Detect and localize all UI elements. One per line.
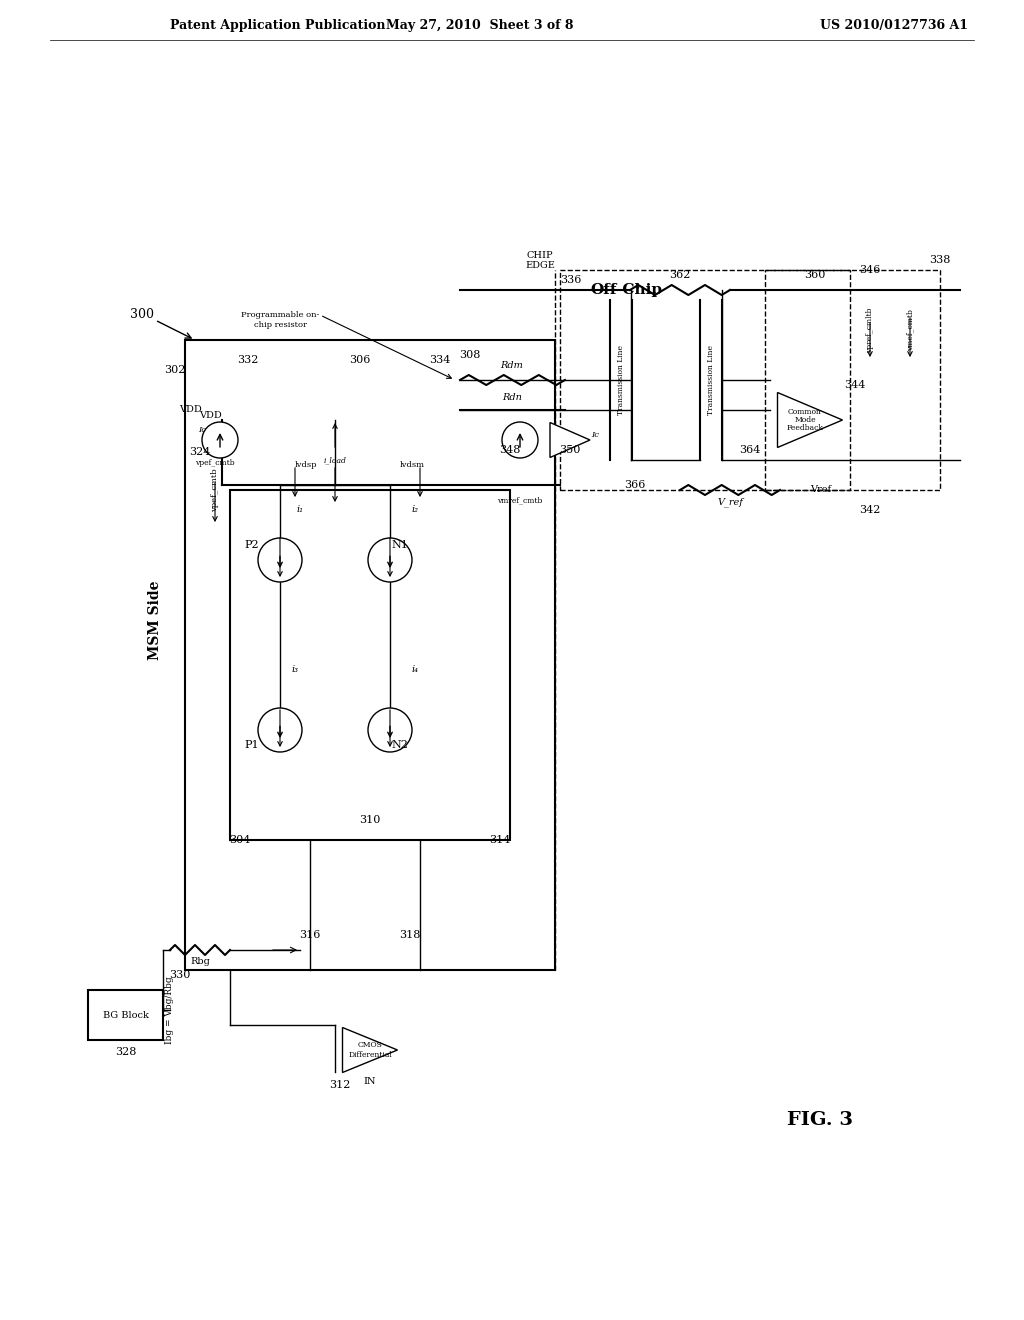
Text: lvdsp: lvdsp xyxy=(295,461,317,469)
Text: N2: N2 xyxy=(391,741,409,750)
Text: 302: 302 xyxy=(164,366,185,375)
Text: N1: N1 xyxy=(391,540,409,550)
Text: 316: 316 xyxy=(299,931,321,940)
Text: P1: P1 xyxy=(245,741,259,750)
Text: Off-Chip: Off-Chip xyxy=(590,282,662,297)
Text: 308: 308 xyxy=(460,350,480,360)
Circle shape xyxy=(502,422,538,458)
Text: 348: 348 xyxy=(500,445,520,455)
Text: 328: 328 xyxy=(115,1047,136,1057)
Text: 344: 344 xyxy=(845,380,865,389)
Text: Rdm: Rdm xyxy=(501,360,523,370)
Bar xyxy=(230,490,510,840)
Polygon shape xyxy=(342,1027,397,1072)
Polygon shape xyxy=(550,422,590,458)
Text: i₁: i₁ xyxy=(297,506,303,515)
Circle shape xyxy=(368,708,412,752)
Text: vmef_cmtb: vmef_cmtb xyxy=(906,309,914,351)
Text: 346: 346 xyxy=(859,265,881,275)
Text: Patent Application Publication: Patent Application Publication xyxy=(170,18,385,32)
Text: CHIP: CHIP xyxy=(526,251,553,260)
Text: 318: 318 xyxy=(399,931,421,940)
Text: Ic: Ic xyxy=(198,426,206,434)
Text: vpref_cmltb: vpref_cmltb xyxy=(866,308,874,352)
Text: CMOS
Differential: CMOS Differential xyxy=(348,1041,392,1059)
Text: 306: 306 xyxy=(349,355,371,366)
Text: P2: P2 xyxy=(245,540,259,550)
Text: VDD: VDD xyxy=(199,411,221,420)
Text: 362: 362 xyxy=(670,271,690,280)
Text: May 27, 2010  Sheet 3 of 8: May 27, 2010 Sheet 3 of 8 xyxy=(386,18,573,32)
Text: 300: 300 xyxy=(130,309,154,322)
Text: Common: Common xyxy=(788,408,822,416)
Circle shape xyxy=(258,539,302,582)
Text: FIG. 3: FIG. 3 xyxy=(787,1111,853,1129)
Text: 310: 310 xyxy=(359,814,381,825)
Text: i₂: i₂ xyxy=(412,506,419,515)
Text: 336: 336 xyxy=(560,275,582,285)
Text: 330: 330 xyxy=(169,970,190,979)
Bar xyxy=(185,341,555,970)
Text: Programmable on-
chip resistor: Programmable on- chip resistor xyxy=(241,312,319,329)
Text: i₄: i₄ xyxy=(412,665,419,675)
Text: IN: IN xyxy=(364,1077,376,1086)
Text: V_ref: V_ref xyxy=(717,498,743,507)
Circle shape xyxy=(368,539,412,582)
Text: 350: 350 xyxy=(559,445,581,455)
Text: Rbg: Rbg xyxy=(190,957,210,966)
Text: Ibg = Vbg/Rbg: Ibg = Vbg/Rbg xyxy=(166,977,174,1044)
Text: lvdsm: lvdsm xyxy=(400,461,425,469)
Bar xyxy=(560,271,850,490)
Text: 338: 338 xyxy=(930,255,950,265)
Bar xyxy=(765,271,940,490)
Text: i₃: i₃ xyxy=(292,665,299,675)
Text: Feedback: Feedback xyxy=(786,424,823,432)
Text: 312: 312 xyxy=(330,1080,350,1090)
Circle shape xyxy=(202,422,238,458)
Text: 314: 314 xyxy=(489,836,511,845)
Text: VDD: VDD xyxy=(178,405,202,414)
Text: Mode: Mode xyxy=(795,416,816,424)
Text: US 2010/0127736 A1: US 2010/0127736 A1 xyxy=(820,18,968,32)
Text: Rdn: Rdn xyxy=(502,393,522,403)
Text: EDGE: EDGE xyxy=(525,260,555,269)
Text: 360: 360 xyxy=(804,271,825,280)
Text: vpef_cmtb: vpef_cmtb xyxy=(196,459,234,467)
Text: 324: 324 xyxy=(189,447,211,457)
Text: MSM Side: MSM Side xyxy=(148,581,162,660)
Text: 366: 366 xyxy=(625,480,646,490)
Text: vpef_cmtb: vpef_cmtb xyxy=(211,469,219,512)
Text: 364: 364 xyxy=(739,445,761,455)
Text: Transmission Line: Transmission Line xyxy=(617,345,625,414)
Polygon shape xyxy=(777,392,843,447)
Text: Vref: Vref xyxy=(810,486,831,495)
Text: Transmission Line: Transmission Line xyxy=(707,345,715,414)
Text: 304: 304 xyxy=(229,836,251,845)
Text: Ic: Ic xyxy=(591,432,599,440)
Text: BG Block: BG Block xyxy=(102,1011,148,1019)
Bar xyxy=(88,990,163,1040)
Text: 342: 342 xyxy=(859,506,881,515)
Text: 334: 334 xyxy=(429,355,451,366)
Circle shape xyxy=(258,708,302,752)
Text: 332: 332 xyxy=(238,355,259,366)
Text: i_load: i_load xyxy=(324,455,346,465)
Text: vmref_cmtb: vmref_cmtb xyxy=(498,496,543,504)
